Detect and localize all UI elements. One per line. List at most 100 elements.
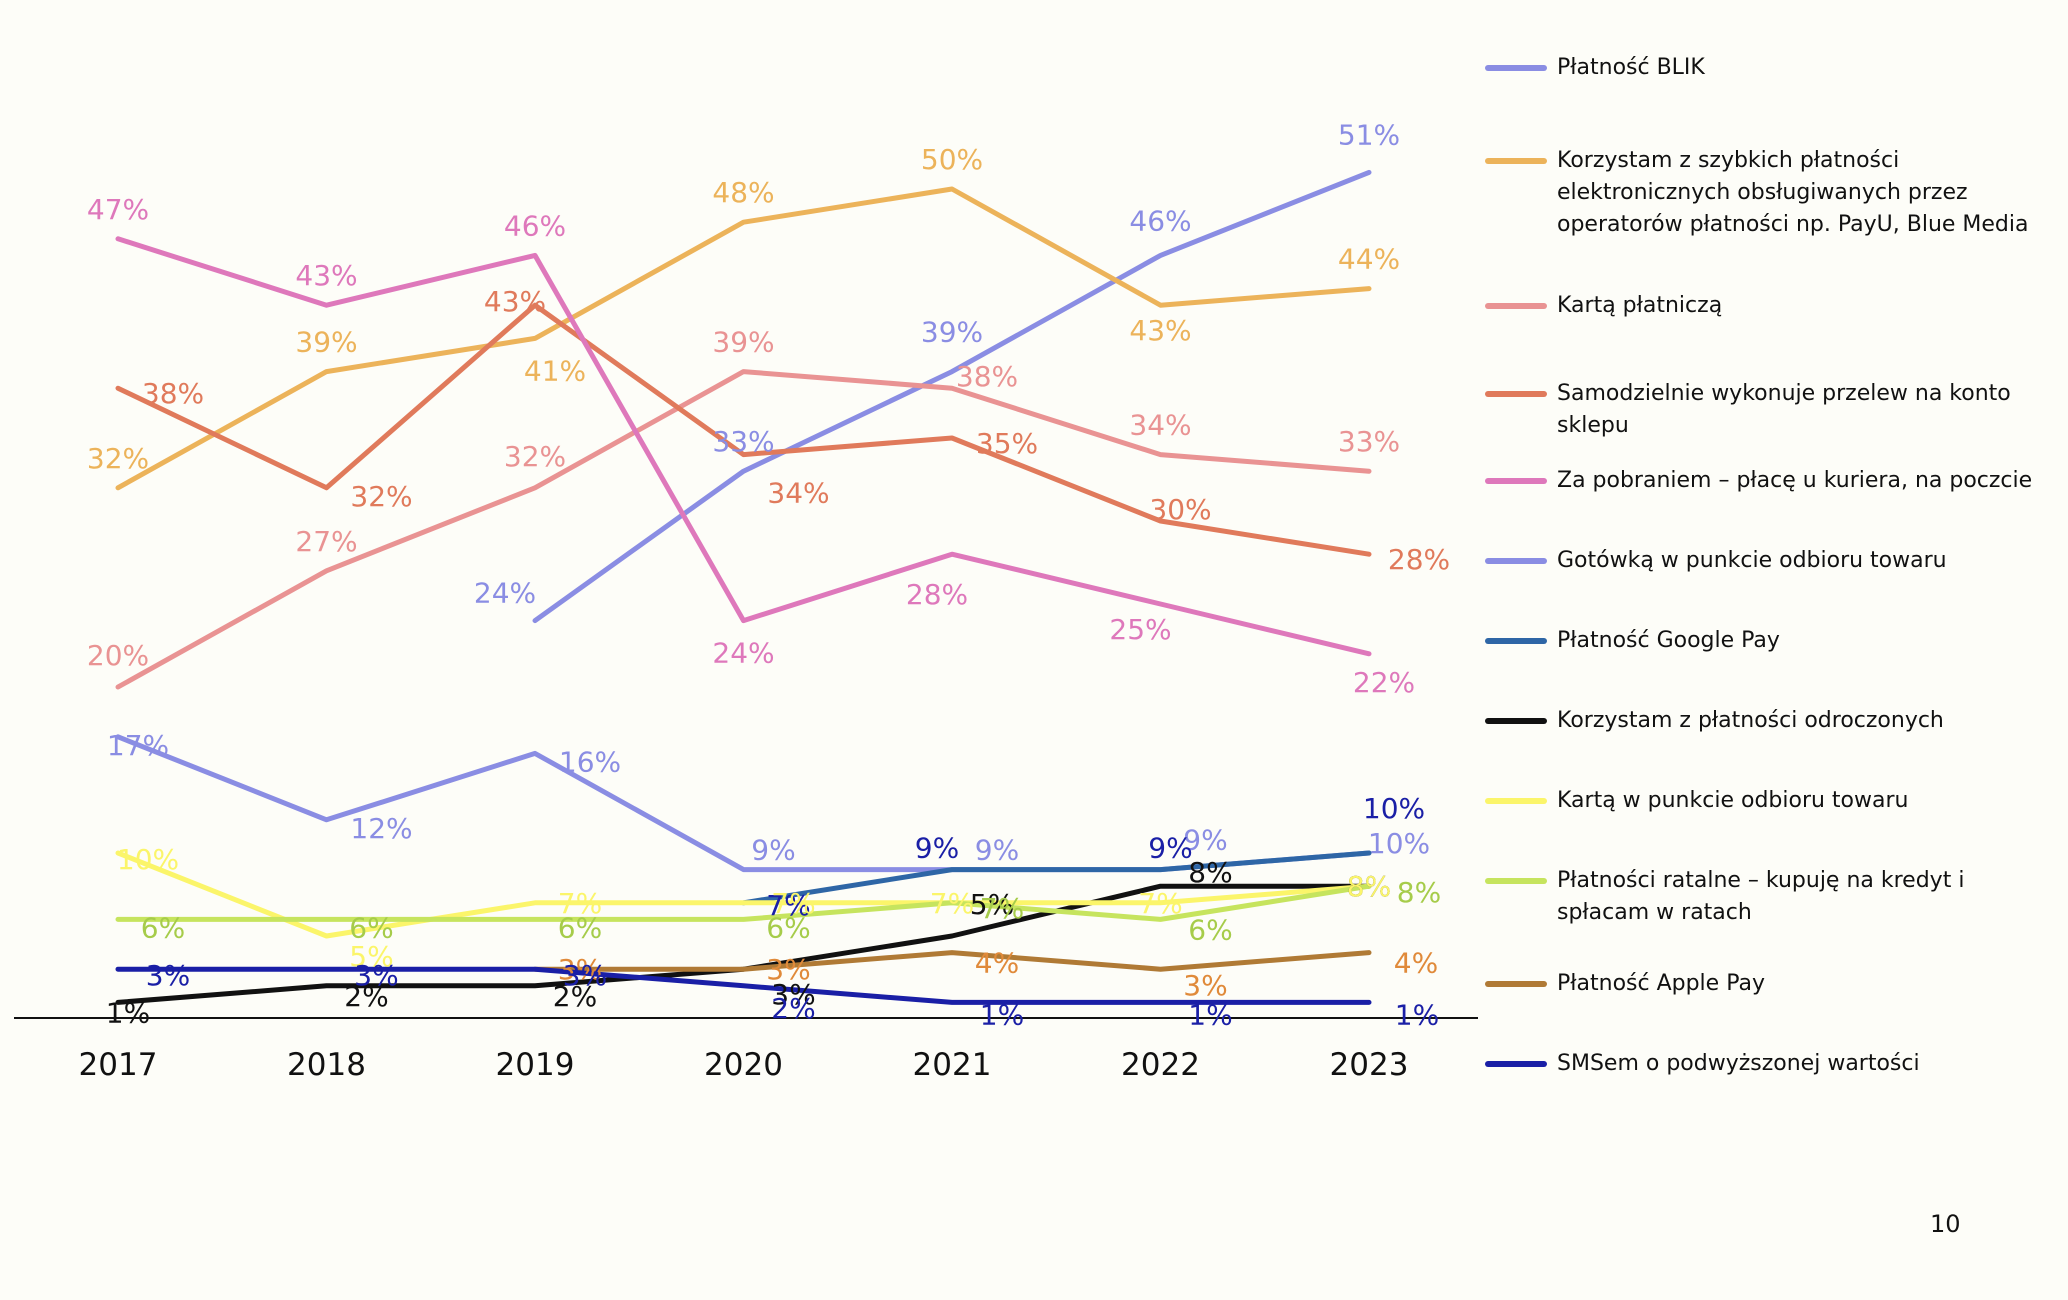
series-8-label-2021: 5%	[970, 888, 1014, 921]
series-2-label-2023: 44%	[1338, 243, 1400, 276]
series-7-label-2022: 9%	[1148, 832, 1192, 865]
series-6-label-2017: 17%	[107, 729, 169, 762]
series-6-label-2023: 10%	[1368, 827, 1430, 860]
series-7-label-2020: 7%	[766, 889, 810, 922]
legend-item-5: Za pobraniem – płacę u kuriera, na poczc…	[1485, 465, 2047, 497]
series-12-label-2021: 1%	[980, 998, 1024, 1031]
series-9-label-2017: 10%	[117, 843, 179, 876]
x-axis-tick-labels: 2017 2018 2019 2020 2021 2022 2023	[79, 1047, 1409, 1083]
legend-label: SMSem o podwyższonej wartości	[1557, 1051, 1920, 1076]
series-9-label-2019: 7%	[558, 887, 602, 920]
legend-item-1: Płatność BLIK	[1485, 52, 2047, 84]
legend-item-10: Płatności ratalne – kupuję na kredyt i s…	[1485, 865, 2047, 929]
series-1-label-2019: 24%	[474, 577, 536, 610]
series-5-label-2021: 28%	[906, 578, 968, 611]
legend-swatch	[1485, 158, 1547, 164]
x-tick-label-2019: 2019	[496, 1047, 575, 1083]
legend-swatch	[1485, 391, 1547, 397]
data-labels: 24% 33% 39% 46% 51% 32% 39% 41% 48% 50% 43% 44% 20% 2…	[87, 118, 1450, 1031]
legend-label: Kartą w punkcie odbioru towaru	[1557, 788, 1909, 813]
series-1-label-2022: 46%	[1129, 204, 1191, 237]
series-3-label-2017: 20%	[87, 639, 149, 672]
series-6-label-2022: 9%	[1183, 824, 1227, 857]
series-3-label-2020: 39%	[712, 326, 774, 359]
series-8-label-2020: 3%	[771, 978, 815, 1011]
legend-item-4: Samodzielnie wykonuje przelew na konto s…	[1485, 378, 2047, 442]
series-12-line	[115, 966, 1372, 1005]
legend-swatch	[1485, 878, 1547, 884]
series-1-label-2020: 33%	[712, 425, 774, 458]
x-tick-label-2018: 2018	[287, 1047, 366, 1083]
legend-label: Płatność Apple Pay	[1557, 971, 1765, 996]
series-10-label-2017: 6%	[141, 911, 185, 944]
x-tick-label-2023: 2023	[1330, 1047, 1409, 1083]
legend-swatch	[1485, 981, 1547, 987]
legend-label: Samodzielnie wykonuje przelew na konto s…	[1557, 381, 2011, 438]
legend-item-12: SMSem o podwyższonej wartości	[1485, 1048, 2047, 1080]
series-4-label-2022: 30%	[1149, 493, 1211, 526]
series-7-label-2023: 10%	[1363, 792, 1425, 825]
series-7-line	[741, 850, 1372, 906]
series-10-label-2022: 6%	[1188, 913, 1232, 946]
series-10-label-2021: 7%	[980, 892, 1024, 925]
series-12-label-2020: 2%	[771, 992, 815, 1025]
series-10-line	[115, 883, 1372, 922]
series-4-label-2023: 28%	[1388, 543, 1450, 576]
series-10-label-2018: 6%	[349, 911, 393, 944]
series-4-label-2018: 32%	[350, 480, 412, 513]
series-5-label-2020: 24%	[712, 637, 774, 670]
legend-item-11: Płatność Apple Pay	[1485, 968, 2047, 1000]
series-3-label-2023: 33%	[1338, 425, 1400, 458]
legend-item-8: Korzystam z płatności odroczonych	[1485, 705, 2047, 737]
series-lines	[115, 169, 1372, 1005]
series-8-label-2017: 1%	[106, 996, 150, 1029]
series-12-label-2019: 3%	[563, 959, 607, 992]
series-5-label-2022: 25%	[1109, 613, 1171, 646]
series-12-label-2017: 3%	[146, 959, 190, 992]
series-2-label-2020: 48%	[712, 176, 774, 209]
legend: Płatność BLIK Korzystam z szybkich płatno…	[1485, 0, 2045, 1300]
series-10-label-2020: 6%	[766, 911, 810, 944]
series-2-label-2017: 32%	[87, 442, 149, 475]
series-9-label-2023: 8%	[1347, 870, 1391, 903]
x-tick-label-2021: 2021	[913, 1047, 992, 1083]
legend-label: Kartą płatniczą	[1557, 293, 1723, 318]
series-9-label-2018: 5%	[349, 940, 393, 973]
series-11-label-2023: 4%	[1394, 947, 1438, 980]
legend-label: Korzystam z szybkich płatności elektroni…	[1557, 148, 2029, 237]
legend-label: Płatność Google Pay	[1557, 628, 1780, 653]
series-2-label-2018: 39%	[295, 326, 357, 359]
legend-label: Korzystam z płatności odroczonych	[1557, 708, 1944, 733]
series-12-label-2022: 1%	[1188, 998, 1232, 1031]
series-6-label-2018: 12%	[350, 812, 412, 845]
series-1-line	[532, 169, 1372, 624]
series-11-label-2021: 4%	[975, 947, 1019, 980]
series-5-line	[115, 236, 1372, 657]
series-8-label-2022: 8%	[1188, 856, 1232, 889]
series-8-label-2019: 2%	[553, 980, 597, 1013]
legend-swatch	[1485, 638, 1547, 644]
page-number: 10	[1930, 1210, 1961, 1238]
series-9-line	[115, 850, 1372, 939]
legend-item-6: Gotówką w punkcie odbioru towaru	[1485, 545, 2047, 577]
series-11-label-2019: 3%	[558, 953, 602, 986]
x-tick-label-2020: 2020	[704, 1047, 783, 1083]
series-11-line	[532, 950, 1372, 972]
series-4-label-2019: 43%	[484, 285, 546, 318]
legend-label: Płatność BLIK	[1557, 55, 1705, 80]
legend-swatch	[1485, 1061, 1547, 1067]
series-3-label-2019: 32%	[504, 440, 566, 473]
series-8-label-2023: 8%	[1347, 870, 1391, 903]
series-4-label-2021: 35%	[976, 427, 1038, 460]
legend-swatch	[1485, 558, 1547, 564]
legend-swatch	[1485, 478, 1547, 484]
series-12-label-2018: 3%	[354, 959, 398, 992]
legend-swatch	[1485, 303, 1547, 309]
series-5-label-2023: 22%	[1353, 666, 1415, 699]
series-6-label-2020: 9%	[751, 834, 795, 867]
series-9-label-2022: 7%	[1138, 887, 1182, 920]
series-1-label-2021: 39%	[921, 316, 983, 349]
legend-swatch	[1485, 718, 1547, 724]
x-tick-label-2022: 2022	[1121, 1047, 1200, 1083]
